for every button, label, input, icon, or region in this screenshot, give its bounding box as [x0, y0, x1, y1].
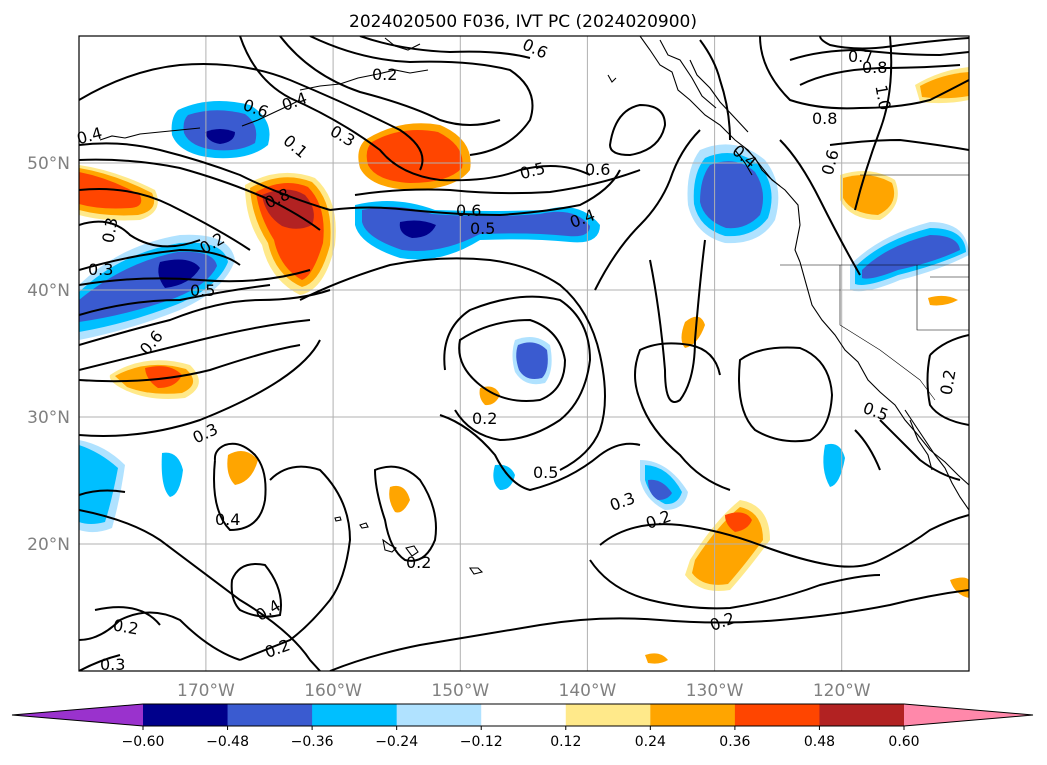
- colorbar-cell: [819, 704, 905, 726]
- contour-label: 0.3: [88, 260, 113, 279]
- lon-label: 140°W: [559, 681, 617, 701]
- colorbar-tick-label: −0.24: [375, 734, 418, 750]
- colorbar-tick-label: 0.60: [888, 734, 919, 750]
- colorbar-tick-label: −0.60: [122, 734, 165, 750]
- colorbar-tick-label: −0.12: [460, 734, 503, 750]
- contour-label: 0.8: [862, 58, 887, 77]
- colorbar-tick-label: 0.48: [804, 734, 835, 750]
- colorbar-cell: [143, 704, 229, 726]
- colorbar-cell: [312, 704, 398, 726]
- colorbar-cells: [11, 703, 1034, 727]
- lon-label: 130°W: [686, 681, 744, 701]
- colorbar-tick-label: 0.24: [635, 734, 666, 750]
- contour-label: 0.5: [190, 281, 215, 300]
- coastlines: [99, 36, 969, 575]
- map-frame: [78, 35, 970, 672]
- lon-label: 150°W: [431, 681, 489, 701]
- colorbar: −0.60 −0.48 −0.36 −0.24 −0.12 0.12 0.24 0.36 0.4…: [11, 703, 1034, 750]
- lat-label: 50°N: [27, 154, 70, 174]
- political-boundaries: [780, 174, 969, 401]
- latitude-labels: 50°N 40°N 30°N 20°N: [27, 154, 70, 555]
- lon-label: 120°W: [813, 681, 871, 701]
- lat-label: 20°N: [27, 535, 70, 555]
- lat-label: 40°N: [27, 281, 70, 301]
- lon-label: 160°W: [304, 681, 362, 701]
- contour-label: 0.8: [812, 109, 837, 128]
- colorbar-tick-label: 0.12: [550, 734, 581, 750]
- longitude-labels: 170°W 160°W 150°W 140°W 130°W 120°W: [177, 681, 871, 701]
- colorbar-cell: [396, 704, 482, 726]
- colorbar-extend-high: [904, 704, 1033, 726]
- colorbar-cell: [227, 704, 313, 726]
- colorbar-tick-label: −0.36: [291, 734, 334, 750]
- colorbar-cell: [565, 704, 651, 726]
- contour-label: 0.2: [406, 553, 431, 572]
- contour-label: 0.4: [215, 510, 240, 529]
- contour-label: 0.5: [470, 219, 495, 238]
- contour-label: 0.7: [848, 47, 873, 66]
- contour-label: 0.6: [585, 160, 610, 179]
- colorbar-tick-label: −0.48: [206, 734, 249, 750]
- map-title: 2024020500 F036, IVT PC (2024020900): [349, 12, 697, 32]
- colorbar-ticks: −0.60 −0.48 −0.36 −0.24 −0.12 0.12 0.24 0.36 0.4…: [122, 726, 920, 750]
- lat-label: 30°N: [27, 408, 70, 428]
- colorbar-tick-label: 0.36: [719, 734, 750, 750]
- contour-label: 0.2: [936, 368, 959, 396]
- contour-label: 0.5: [533, 463, 558, 482]
- contour-label: 0.3: [98, 216, 121, 244]
- colorbar-extend-low: [12, 704, 143, 726]
- contour-label: 0.3: [100, 655, 125, 674]
- contour-label: 0.2: [372, 65, 397, 84]
- map-panel: [79, 36, 969, 671]
- contour-label: 0.6: [456, 201, 481, 220]
- contour-label: 1.0: [871, 83, 894, 111]
- contour-label: 0.2: [472, 409, 497, 428]
- colorbar-cell: [650, 704, 736, 726]
- colorbar-cell: [734, 704, 820, 726]
- contour-label: 0.2: [112, 615, 140, 638]
- contour-lines: [79, 36, 969, 671]
- lon-label: 170°W: [177, 681, 235, 701]
- colorbar-cell: [481, 704, 567, 726]
